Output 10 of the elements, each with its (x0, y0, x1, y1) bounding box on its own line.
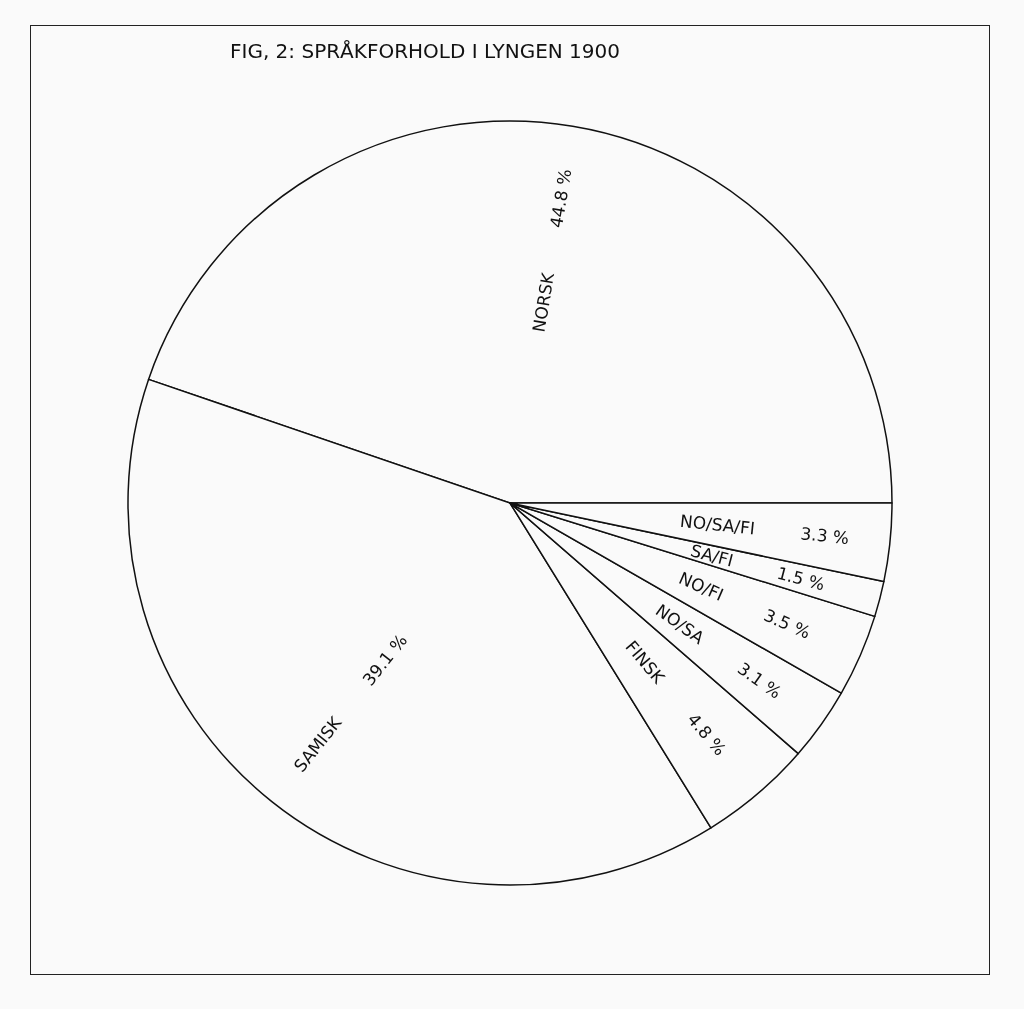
data-label: 4.8 % (683, 709, 731, 760)
data-label: 1.5 % (774, 562, 827, 595)
slice-label: NORSK (528, 270, 559, 334)
data-label: 3.5 % (760, 604, 814, 643)
slice-label: NO/SA/FI (679, 510, 756, 539)
slice-label: SA/FI (688, 540, 736, 571)
data-label: 3.1 % (733, 658, 786, 703)
chart-title: FIG, 2: SPRÅKFORHOLD I LYNGEN 1900 (230, 39, 620, 63)
data-label: 3.3 % (799, 523, 850, 549)
data-label: 44.8 % (545, 167, 576, 230)
